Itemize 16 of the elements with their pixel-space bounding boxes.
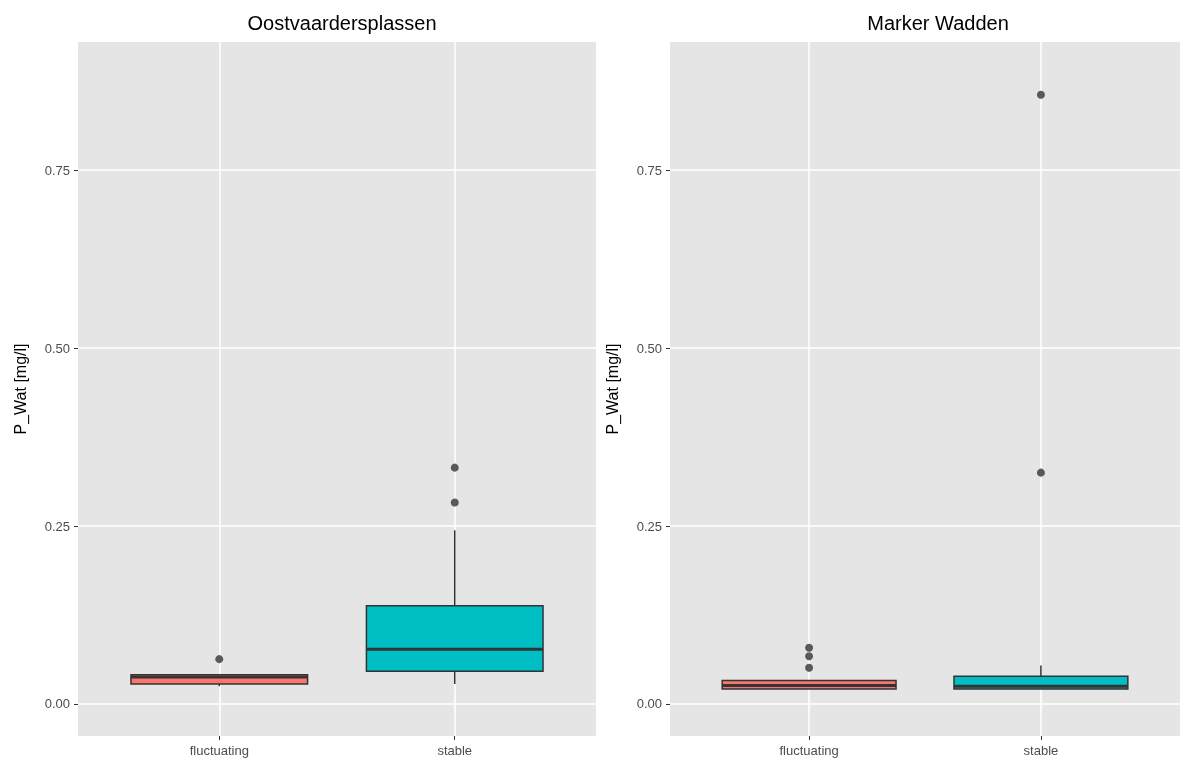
x-tick-label: stable [1023,743,1059,758]
y-tick-label: 0.25 [44,518,70,534]
x-tick-label: fluctuating [189,743,249,758]
chart-title: Marker Wadden [867,12,1009,34]
chart-title: Oostvaardersplassen [247,12,437,34]
x-tick-label: fluctuating [779,743,839,758]
x-tick-label: stable [437,743,473,758]
y-tick-label: 0.00 [636,696,662,712]
y-tick-label: 0.25 [636,518,662,534]
y-axis-title: P_Wat [mg/l] [11,343,30,435]
y-tick-label: 0.50 [636,340,662,356]
y-tick-label: 0.75 [636,162,662,178]
y-tick-label: 0.75 [44,162,70,178]
y-tick-label: 0.00 [44,696,70,712]
y-tick-label: 0.50 [44,340,70,356]
y-axis-title: P_Wat [mg/l] [603,343,622,435]
